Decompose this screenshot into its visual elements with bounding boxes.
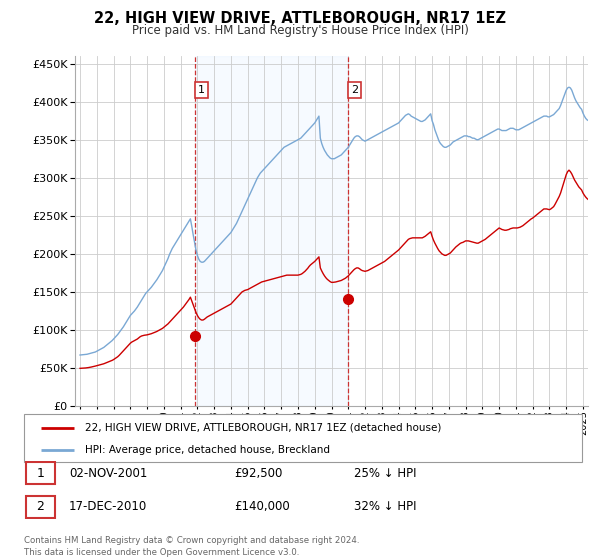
- FancyBboxPatch shape: [26, 462, 55, 484]
- Text: 2: 2: [37, 500, 44, 514]
- Text: 1: 1: [37, 466, 44, 480]
- Text: 32% ↓ HPI: 32% ↓ HPI: [354, 500, 416, 514]
- Text: HPI: Average price, detached house, Breckland: HPI: Average price, detached house, Brec…: [85, 445, 331, 455]
- Text: 25% ↓ HPI: 25% ↓ HPI: [354, 466, 416, 480]
- Text: 1: 1: [198, 85, 205, 95]
- Text: £92,500: £92,500: [234, 466, 283, 480]
- FancyBboxPatch shape: [26, 496, 55, 518]
- Text: 02-NOV-2001: 02-NOV-2001: [69, 466, 148, 480]
- Bar: [194, 56, 347, 406]
- Text: 22, HIGH VIEW DRIVE, ATTLEBOROUGH, NR17 1EZ (detached house): 22, HIGH VIEW DRIVE, ATTLEBOROUGH, NR17 …: [85, 423, 442, 433]
- Text: 22, HIGH VIEW DRIVE, ATTLEBOROUGH, NR17 1EZ: 22, HIGH VIEW DRIVE, ATTLEBOROUGH, NR17 …: [94, 11, 506, 26]
- Text: Contains HM Land Registry data © Crown copyright and database right 2024.
This d: Contains HM Land Registry data © Crown c…: [24, 536, 359, 557]
- Text: Price paid vs. HM Land Registry's House Price Index (HPI): Price paid vs. HM Land Registry's House …: [131, 24, 469, 36]
- FancyBboxPatch shape: [24, 414, 582, 462]
- Text: £140,000: £140,000: [234, 500, 290, 514]
- Text: 2: 2: [351, 85, 358, 95]
- Text: 17-DEC-2010: 17-DEC-2010: [69, 500, 147, 514]
